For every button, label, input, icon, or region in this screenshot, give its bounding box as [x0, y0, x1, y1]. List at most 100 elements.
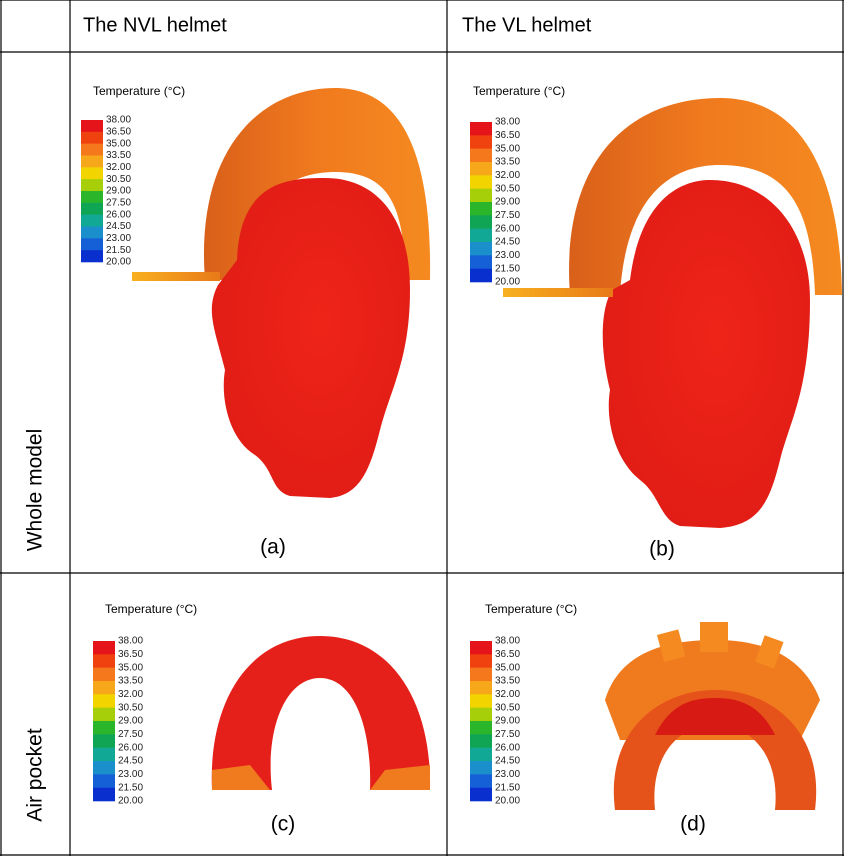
legend-swatch [81, 227, 103, 239]
legend-tick: 27.50 [106, 197, 131, 208]
column-header: The NVL helmet [83, 14, 227, 36]
legend-swatch [93, 734, 115, 748]
legend-swatch [470, 681, 492, 695]
legend-tick: 27.50 [495, 210, 520, 221]
legend-swatch [81, 215, 103, 227]
row-header: Air pocket [24, 728, 47, 822]
row-header: Whole model [24, 429, 47, 552]
panel-label: (d) [680, 813, 706, 836]
legend-swatch [470, 269, 492, 283]
legend-swatch [470, 149, 492, 163]
legend-tick: 24.50 [495, 756, 520, 767]
legend-title: Temperature (°C) [105, 602, 197, 616]
legend-swatch [470, 202, 492, 216]
legend-tick: 38.00 [495, 117, 520, 128]
legend-tick: 35.00 [495, 662, 520, 673]
legend-title: Temperature (°C) [93, 84, 185, 98]
legend-swatch [470, 641, 492, 655]
helmet-model [605, 622, 820, 810]
legend-swatch [93, 668, 115, 682]
legend-tick: 38.00 [495, 636, 520, 647]
legend-swatch [470, 122, 492, 136]
legend-swatch [81, 120, 103, 132]
legend-tick: 33.50 [495, 157, 520, 168]
legend-swatch [470, 708, 492, 722]
legend-tick: 30.50 [118, 702, 143, 713]
legend-swatch [470, 654, 492, 668]
legend-swatch [93, 748, 115, 762]
legend-tick: 20.00 [118, 796, 143, 807]
legend-tick: 26.00 [106, 209, 131, 220]
legend-tick: 23.00 [106, 233, 131, 244]
legend-swatch [81, 156, 103, 168]
legend-tick: 33.50 [118, 676, 143, 687]
legend-swatch [470, 255, 492, 269]
legend-tick: 24.50 [118, 756, 143, 767]
legend-tick: 30.50 [495, 183, 520, 194]
legend-tick: 29.00 [106, 186, 131, 197]
helmet-model [132, 88, 430, 498]
legend-tick: 23.00 [495, 769, 520, 780]
legend-swatch [93, 654, 115, 668]
legend-swatch [93, 774, 115, 788]
legend-swatch [470, 242, 492, 256]
legend-swatch [81, 250, 103, 262]
helmet-model [503, 98, 842, 528]
legend-swatch [93, 708, 115, 722]
panel-label: (c) [271, 813, 296, 836]
legend-tick: 32.00 [118, 689, 143, 700]
legend-tick: 36.50 [106, 126, 131, 137]
legend-tick: 30.50 [495, 702, 520, 713]
legend-tick: 35.00 [106, 138, 131, 149]
legend-tick: 38.00 [118, 636, 143, 647]
legend-tick: 26.00 [495, 223, 520, 234]
panel-label: (a) [260, 536, 286, 559]
legend-tick: 24.50 [495, 237, 520, 248]
legend-swatch [470, 229, 492, 243]
legend-tick: 32.00 [495, 689, 520, 700]
legend-title: Temperature (°C) [473, 84, 565, 98]
legend-swatch [81, 144, 103, 156]
column-header: The VL helmet [462, 14, 592, 36]
legend-swatch [93, 761, 115, 775]
legend-swatch [81, 203, 103, 215]
legend-swatch [93, 788, 115, 802]
panel-label: (b) [649, 538, 675, 561]
legend-swatch [81, 167, 103, 179]
legend-swatch [470, 761, 492, 775]
legend-tick: 20.00 [495, 796, 520, 807]
legend-swatch [470, 694, 492, 708]
legend-tick: 36.50 [495, 649, 520, 660]
legend-swatch [470, 774, 492, 788]
legend-tick: 20.00 [106, 257, 131, 268]
legend-swatch [81, 191, 103, 203]
legend-tick: 33.50 [106, 150, 131, 161]
legend-tick: 32.00 [106, 162, 131, 173]
legend-tick: 27.50 [118, 729, 143, 740]
legend-tick: 35.00 [495, 143, 520, 154]
legend-tick: 29.00 [118, 716, 143, 727]
legend-tick: 29.00 [495, 716, 520, 727]
legend-swatch [470, 721, 492, 735]
legend-tick: 21.50 [495, 782, 520, 793]
legend-tick: 36.50 [118, 649, 143, 660]
legend-tick: 23.00 [495, 250, 520, 261]
legend-tick: 35.00 [118, 662, 143, 673]
legend-tick: 21.50 [106, 245, 131, 256]
legend-swatch [93, 641, 115, 655]
legend-swatch [81, 238, 103, 250]
legend-tick: 26.00 [495, 742, 520, 753]
legend-tick: 38.00 [106, 115, 131, 126]
legend-tick: 23.00 [118, 769, 143, 780]
legend-swatch [470, 748, 492, 762]
legend-tick: 29.00 [495, 197, 520, 208]
legend-swatch [470, 189, 492, 203]
legend-tick: 21.50 [495, 263, 520, 274]
legend-tick: 36.50 [495, 130, 520, 141]
figure: The NVL helmet The VL helmet Whole model… [0, 0, 844, 856]
legend-swatch [470, 734, 492, 748]
legend-swatch [470, 788, 492, 802]
legend-swatch [81, 132, 103, 144]
legend-swatch [470, 135, 492, 149]
legend-tick: 27.50 [495, 729, 520, 740]
